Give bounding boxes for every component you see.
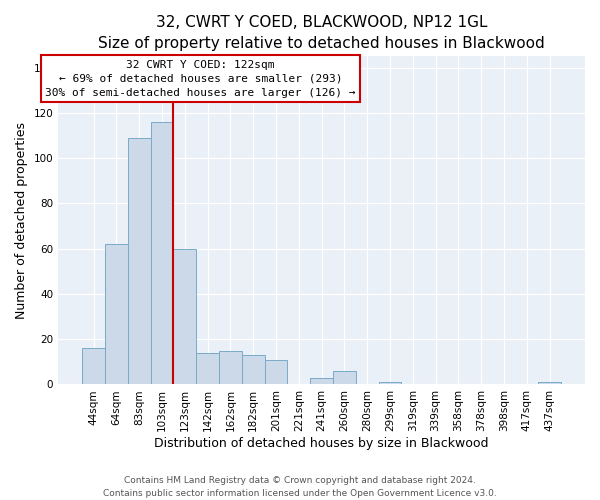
Y-axis label: Number of detached properties: Number of detached properties bbox=[15, 122, 28, 319]
Bar bbox=[128, 138, 151, 384]
Bar bbox=[333, 371, 356, 384]
Bar bbox=[82, 348, 105, 384]
Bar bbox=[105, 244, 128, 384]
Bar bbox=[265, 360, 287, 384]
Bar bbox=[538, 382, 561, 384]
X-axis label: Distribution of detached houses by size in Blackwood: Distribution of detached houses by size … bbox=[154, 437, 489, 450]
Bar bbox=[196, 353, 219, 384]
Bar bbox=[219, 350, 242, 384]
Text: Contains HM Land Registry data © Crown copyright and database right 2024.
Contai: Contains HM Land Registry data © Crown c… bbox=[103, 476, 497, 498]
Bar bbox=[242, 355, 265, 384]
Title: 32, CWRT Y COED, BLACKWOOD, NP12 1GL
Size of property relative to detached house: 32, CWRT Y COED, BLACKWOOD, NP12 1GL Siz… bbox=[98, 15, 545, 51]
Text: 32 CWRT Y COED: 122sqm
← 69% of detached houses are smaller (293)
30% of semi-de: 32 CWRT Y COED: 122sqm ← 69% of detached… bbox=[45, 60, 356, 98]
Bar bbox=[379, 382, 401, 384]
Bar bbox=[173, 248, 196, 384]
Bar bbox=[310, 378, 333, 384]
Bar bbox=[151, 122, 173, 384]
